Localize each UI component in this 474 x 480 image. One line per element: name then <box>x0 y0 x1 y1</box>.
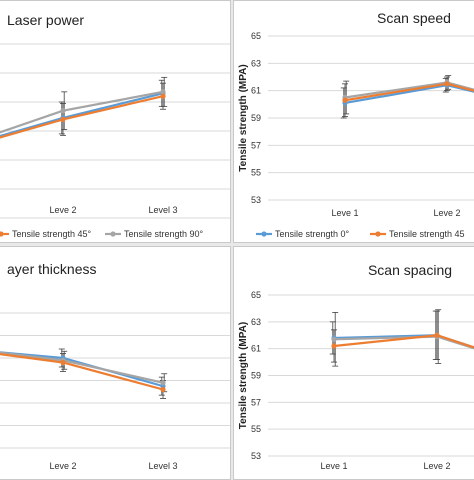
y-tick-label: 59 <box>251 371 261 381</box>
data-point <box>60 359 66 366</box>
legend-marker <box>261 231 267 237</box>
chart-panel-laser-power: Laser power Leve 2 Level 3 Tensile strength… <box>0 0 231 243</box>
chart-title: Scan speed <box>377 10 451 26</box>
y-tick-label: 53 <box>251 451 261 461</box>
gridlines <box>268 294 474 457</box>
chart-title: Laser power <box>7 12 84 28</box>
y-tick-label: 53 <box>251 195 261 205</box>
x-tick-label: Leve 2 <box>423 461 450 471</box>
y-tick-label: 63 <box>251 58 261 68</box>
legend-label: Tensile strength 90° <box>124 229 204 239</box>
y-axis-label: Tensile strength (MPA) <box>238 64 249 171</box>
y-tick-label: 65 <box>251 31 261 41</box>
legend-label: Tensile strength 45 <box>389 229 465 239</box>
series-line <box>0 95 164 139</box>
series-line <box>333 334 474 349</box>
x-tick-label: Leve 1 <box>331 208 358 218</box>
data-point <box>444 81 450 87</box>
chart-title: Scan spacing <box>368 262 452 278</box>
chart-title: ayer thickness <box>7 261 96 277</box>
chart-panel-scan-spacing: Scan spacing 53 55 57 59 61 63 65 Tensile streng… <box>233 246 474 480</box>
data-point <box>160 380 166 386</box>
data-point <box>331 343 337 349</box>
chart-panel-layer-thickness: ayer thickness Leve 2 Level 3 <box>0 246 231 480</box>
data-point <box>160 386 166 393</box>
x-tick-label: Leve 2 <box>433 208 460 218</box>
chart-panel-scan-speed: Scan speed 53 55 57 59 61 63 65 Tensile strength… <box>233 0 474 243</box>
x-tick-label: Level 3 <box>148 461 177 471</box>
y-tick-label: 61 <box>251 86 261 96</box>
data-point <box>60 108 66 114</box>
y-tick-label: 57 <box>251 140 261 150</box>
y-tick-label: 55 <box>251 168 261 178</box>
x-tick-label: Leve 1 <box>320 461 347 471</box>
data-point <box>331 336 337 342</box>
chart-svg: Laser power Leve 2 Level 3 Tensile strength… <box>0 12 230 239</box>
gridlines <box>0 43 230 219</box>
legend-label: Tensile strength 45° <box>12 229 92 239</box>
series-line <box>0 92 164 138</box>
legend-marker <box>110 231 116 237</box>
x-tick-label: Leve 2 <box>49 461 76 471</box>
y-axis-label: Tensile strength (MPA) <box>238 322 249 429</box>
y-tick-label: 59 <box>251 113 261 123</box>
chart-svg: Scan speed 53 55 57 59 61 63 65 Tensile strength… <box>238 10 474 239</box>
y-tick-label: 57 <box>251 397 261 407</box>
data-point <box>434 332 440 338</box>
data-point <box>160 89 166 95</box>
data-point <box>60 116 66 122</box>
x-tick-label: Level 3 <box>148 205 177 215</box>
y-tick-label: 61 <box>251 344 261 354</box>
data-point <box>342 97 348 103</box>
gridlines <box>0 312 230 449</box>
y-tick-label: 63 <box>251 317 261 327</box>
y-tick-label: 55 <box>251 424 261 434</box>
legend-marker <box>375 231 381 237</box>
data-point <box>160 93 166 99</box>
legend-marker <box>0 231 4 237</box>
gridlines <box>268 35 474 201</box>
y-tick-label: 65 <box>251 290 261 300</box>
x-tick-label: Leve 2 <box>49 205 76 215</box>
chart-svg: Scan spacing 53 55 57 59 61 63 65 Tensile streng… <box>238 262 474 471</box>
chart-svg: ayer thickness Leve 2 Level 3 <box>0 261 230 471</box>
legend-label: Tensile strength 0° <box>275 229 350 239</box>
